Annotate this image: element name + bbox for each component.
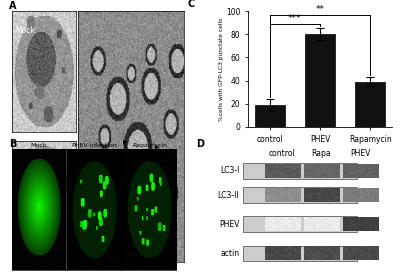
Bar xyxy=(355,82,386,127)
Text: D: D xyxy=(196,139,204,149)
Title: Rapamycin: Rapamycin xyxy=(132,143,167,148)
Text: control: control xyxy=(269,149,296,158)
Bar xyxy=(243,163,357,179)
Title: PHEV-infection: PHEV-infection xyxy=(71,143,117,148)
Text: ***: *** xyxy=(288,14,302,23)
Text: Mock: Mock xyxy=(15,26,35,34)
Text: actin: actin xyxy=(220,249,239,258)
Y-axis label: %cells with GFP-LC3 punctate cells: %cells with GFP-LC3 punctate cells xyxy=(220,17,224,121)
Text: PHEV: PHEV xyxy=(15,155,36,164)
Text: A: A xyxy=(9,1,16,11)
Text: **: ** xyxy=(316,5,324,14)
Bar xyxy=(305,34,335,127)
Bar xyxy=(243,246,357,261)
Text: C: C xyxy=(188,0,195,9)
Text: LC3-I: LC3-I xyxy=(220,166,239,176)
Bar xyxy=(254,105,285,127)
Bar xyxy=(243,216,357,232)
Text: B: B xyxy=(9,139,17,149)
Text: PHEV: PHEV xyxy=(219,220,239,229)
Text: PHEV: PHEV xyxy=(350,149,371,158)
Text: LC3-II: LC3-II xyxy=(218,191,239,200)
Title: Mock: Mock xyxy=(31,143,47,148)
Text: Rapa: Rapa xyxy=(312,149,331,158)
Bar xyxy=(243,187,357,203)
